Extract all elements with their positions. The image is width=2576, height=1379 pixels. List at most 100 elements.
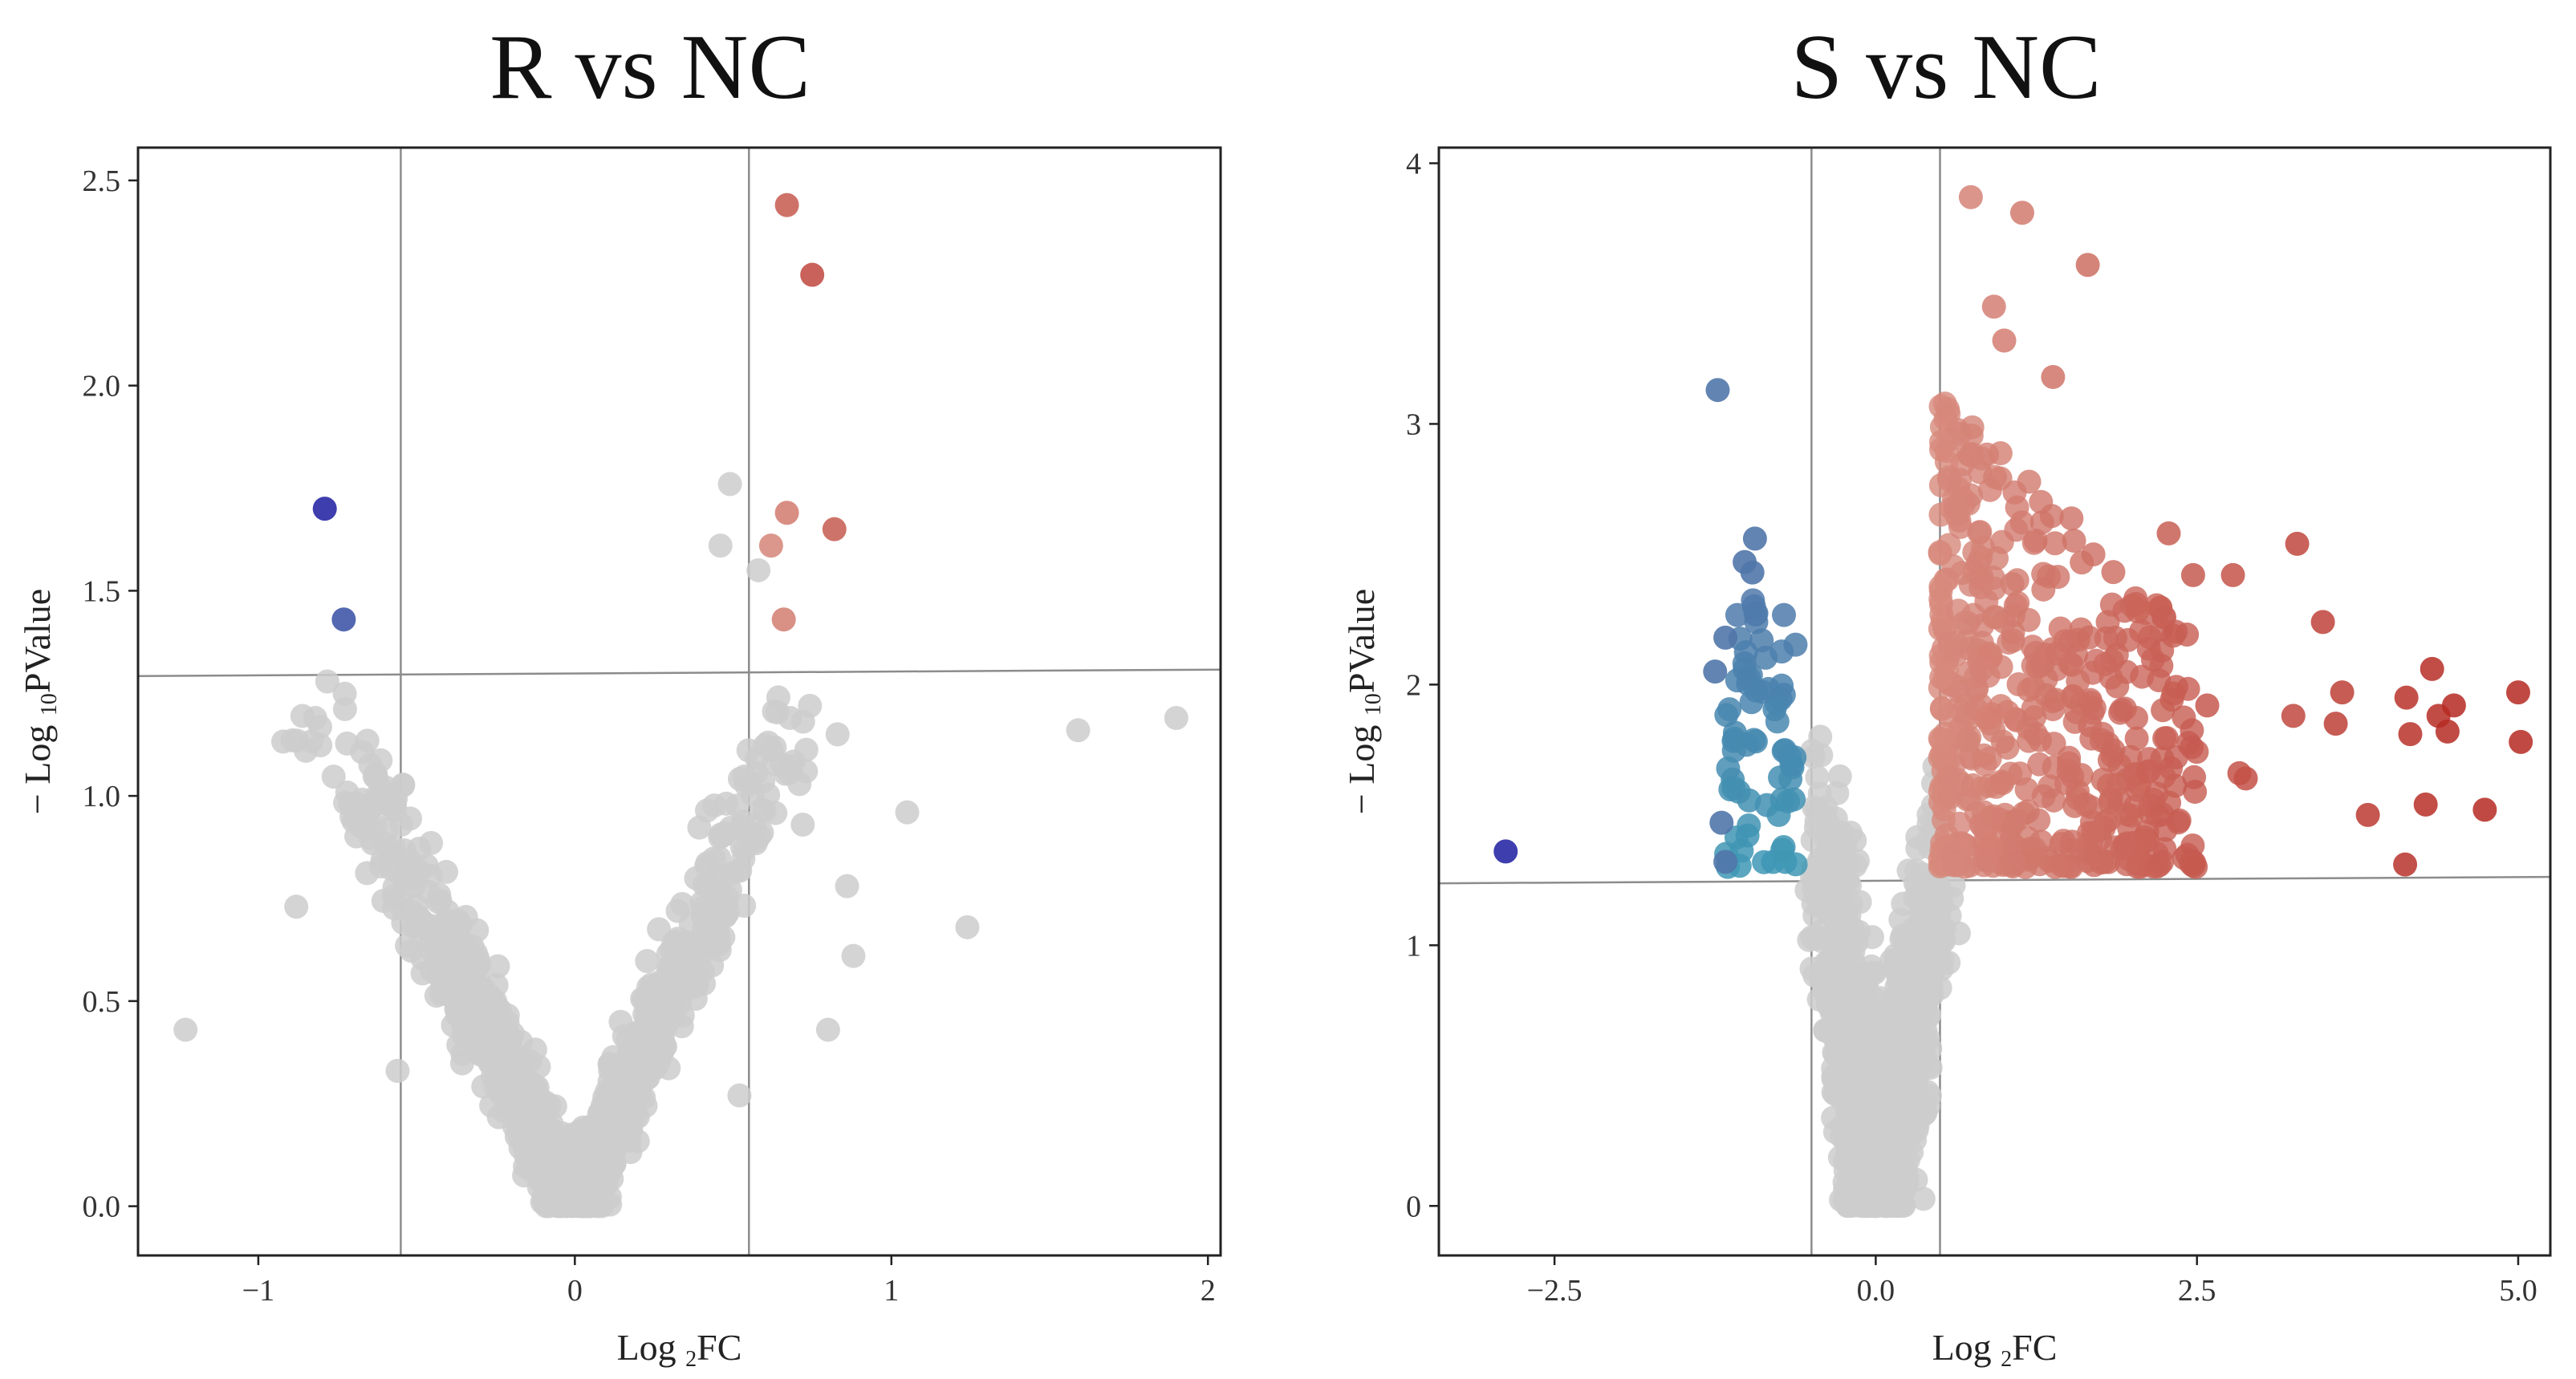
ns-point (841, 943, 866, 968)
up-point (2002, 850, 2027, 875)
up-point (2125, 599, 2150, 624)
down-point (1703, 659, 1728, 684)
y-tick-label: 2.5 (83, 164, 121, 198)
down-point (1709, 810, 1734, 835)
ns-point (1843, 1095, 1868, 1120)
ns-point (1802, 744, 1826, 769)
up-point (774, 193, 799, 217)
down-point (1733, 640, 1758, 665)
down-point (1735, 823, 1760, 848)
ns-point (628, 1057, 652, 1082)
up-point (2039, 504, 2064, 529)
x-axis-label: Log 2FC (617, 1327, 742, 1372)
ns-point (895, 800, 920, 825)
y-tick-label: 1.0 (83, 780, 121, 813)
up-point (2355, 802, 2380, 827)
x-axis-label-tail: FC (697, 1327, 742, 1368)
up-point (1965, 551, 1990, 576)
up-point (2077, 625, 2102, 650)
ns-point (1918, 1036, 1943, 1061)
y-tick-label: 4 (1406, 147, 1421, 180)
up-point (2394, 685, 2419, 710)
up-point (800, 262, 825, 287)
ns-point (435, 899, 460, 924)
y-axis-label-sub: 10 (1361, 693, 1386, 716)
down-point (1771, 602, 1796, 627)
up-point (2156, 521, 2181, 546)
ns-point (1834, 1187, 1859, 1212)
ns-point (825, 722, 850, 747)
x-tick-label: 2 (1201, 1274, 1216, 1308)
significant-up-points (1958, 185, 2533, 877)
ns-point (419, 830, 444, 855)
ns-point (835, 874, 859, 898)
up-point (2075, 253, 2100, 278)
up-point (2060, 829, 2085, 854)
plot-frame (1437, 146, 2552, 1257)
ns-point (1847, 1120, 1871, 1145)
up-point (2124, 726, 2149, 751)
y-axis-label-sub: 10 (37, 693, 62, 716)
ns-point (756, 782, 781, 807)
up-point (1969, 574, 1993, 599)
ns-point (392, 838, 416, 862)
up-point (1977, 711, 2002, 736)
ns-point (1814, 951, 1839, 976)
ns-point (658, 960, 683, 985)
up-point (1941, 853, 1966, 878)
significant-down-points (1493, 378, 1767, 874)
up-point (2062, 528, 2086, 553)
up-point (1973, 752, 1997, 777)
ns-point (778, 705, 802, 730)
up-point (1989, 694, 2013, 719)
x-axis-label-main: Log (617, 1327, 686, 1368)
ns-point (385, 1058, 410, 1083)
up-point (2130, 664, 2155, 689)
ns-point (303, 705, 327, 730)
non-significant-points (1794, 724, 1971, 1219)
down-point (1752, 850, 1777, 874)
up-point (1958, 443, 1983, 468)
up-point (2118, 744, 2143, 769)
ns-point (1799, 925, 1824, 950)
ns-point (1800, 828, 1825, 853)
up-point (2062, 793, 2087, 818)
ns-point (418, 863, 443, 888)
up-point (1937, 631, 1962, 655)
up-point (1929, 696, 1954, 721)
up-point (2005, 495, 2030, 520)
down-point (1783, 632, 1808, 657)
y-tick-label: 1 (1406, 929, 1421, 963)
up-point (2182, 765, 2207, 789)
ns-point (692, 971, 717, 996)
ns-point (1905, 836, 1930, 861)
up-point (2099, 665, 2123, 690)
ns-point (742, 823, 766, 848)
y-axis-label: − Log 10PValue (17, 589, 62, 814)
up-point (2041, 364, 2066, 389)
ns-point (1826, 1037, 1851, 1062)
ns-point (687, 815, 712, 840)
y-tick-label: 0.5 (83, 985, 121, 1019)
ns-point (717, 472, 742, 497)
x-tick-label: 0 (567, 1274, 583, 1308)
ns-point (1846, 1144, 1871, 1169)
ns-point (665, 898, 690, 923)
ns-point (428, 941, 453, 966)
ns-point (611, 1024, 636, 1048)
plot-frame (136, 146, 1222, 1257)
down-point (1705, 378, 1730, 403)
up-point (2441, 693, 2466, 718)
ns-point (1886, 1100, 1911, 1125)
ns-point (815, 1017, 840, 1042)
up-point (2016, 607, 2041, 632)
ns-point (1891, 1039, 1916, 1064)
up-point (2026, 808, 2051, 833)
ns-point (1825, 781, 1850, 805)
up-point (2021, 696, 2046, 721)
down-point (1713, 625, 1738, 650)
up-point (2023, 640, 2048, 665)
ns-point (1861, 1042, 1886, 1067)
ns-point (1887, 1158, 1912, 1182)
p-threshold-line (1438, 875, 2551, 885)
